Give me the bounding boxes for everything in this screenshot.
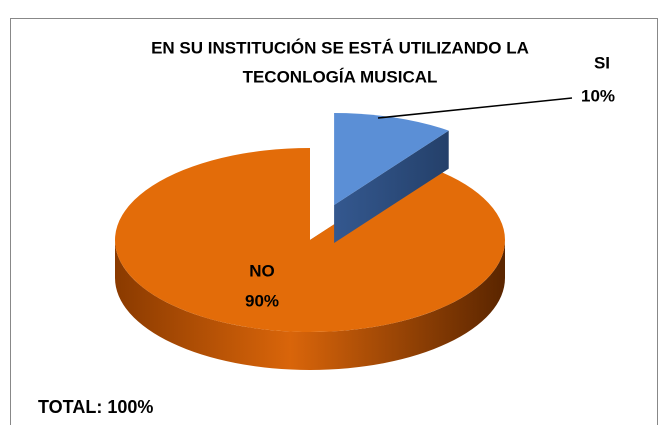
slice-side xyxy=(334,130,449,243)
chart-title: EN SU INSTITUCIÓN SE ESTÁ UTILIZANDO LA xyxy=(151,38,529,57)
data-label-name: NO xyxy=(249,261,275,280)
data-label-value: 10% xyxy=(581,86,615,105)
pie xyxy=(115,113,506,370)
annotation: TOTAL: 100% xyxy=(38,397,153,417)
pie-slice xyxy=(334,113,449,205)
chart-title: TECONLOGÍA MUSICAL xyxy=(243,67,438,86)
data-label-value: 90% xyxy=(245,291,279,310)
data-label-name: SI xyxy=(594,53,610,72)
leader-line xyxy=(377,97,573,119)
slice-wall xyxy=(115,240,505,370)
